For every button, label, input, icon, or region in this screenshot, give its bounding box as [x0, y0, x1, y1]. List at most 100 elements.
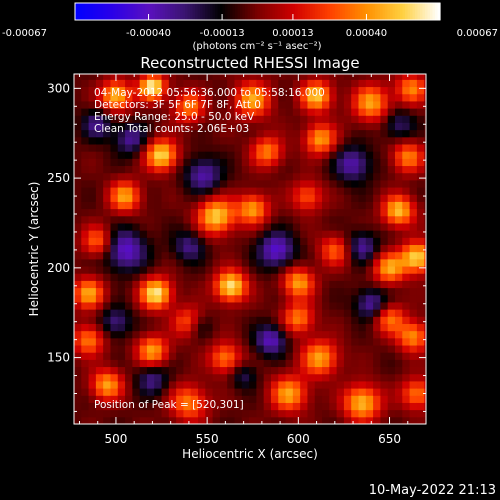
heatmap-cell	[132, 179, 141, 188]
heatmap-cell	[285, 122, 294, 131]
heatmap-cell	[103, 244, 111, 253]
heatmap-cell	[161, 179, 170, 188]
heatmap-cell	[343, 151, 352, 159]
heatmap-cell	[343, 366, 352, 375]
heatmap-cell	[380, 345, 389, 353]
heatmap-cell	[95, 230, 104, 238]
heatmap-cell	[132, 237, 141, 246]
heatmap-cell	[270, 230, 279, 238]
heatmap-cell	[176, 402, 184, 411]
heatmap-cell	[117, 179, 126, 188]
heatmap-cell	[416, 323, 425, 332]
heatmap-cell	[146, 151, 155, 159]
heatmap-cell	[343, 187, 352, 195]
heatmap-cell	[256, 194, 265, 202]
y-tick-label: 250	[47, 171, 70, 185]
heatmap-cell	[278, 165, 287, 174]
heatmap-cell	[307, 230, 316, 238]
heatmap-cell	[307, 222, 316, 231]
heatmap-cell	[161, 100, 170, 109]
heatmap-cell	[227, 86, 235, 95]
heatmap-cell	[373, 388, 381, 396]
heatmap-cell	[74, 136, 82, 145]
heatmap-cell	[380, 129, 389, 138]
heatmap-cell	[387, 316, 396, 324]
heatmap-cell	[285, 373, 294, 382]
heatmap-cell	[285, 93, 294, 102]
heatmap-cell	[219, 79, 228, 88]
heatmap-cell	[95, 294, 104, 303]
heatmap-cell	[263, 237, 272, 246]
heatmap-cell	[88, 122, 97, 131]
heatmap-cell	[307, 301, 316, 310]
heatmap-cell	[110, 79, 119, 88]
heatmap-cell	[139, 345, 148, 353]
heatmap-cell	[387, 208, 396, 217]
heatmap-cell	[234, 165, 243, 174]
heatmap-cell	[249, 215, 257, 224]
heatmap-cell	[110, 380, 119, 389]
heatmap-cell	[336, 74, 345, 80]
heatmap-cell	[263, 266, 272, 274]
heatmap	[74, 74, 426, 424]
heatmap-cell	[227, 79, 235, 88]
heatmap-cell	[81, 179, 90, 188]
heatmap-cell	[278, 380, 287, 389]
annotation-energy: Energy Range: 25.0 - 50.0 keV	[94, 111, 255, 123]
heatmap-cell	[314, 93, 323, 102]
heatmap-cell	[336, 151, 345, 159]
heatmap-cell	[278, 201, 287, 210]
heatmap-cell	[95, 187, 104, 195]
heatmap-cell	[176, 144, 184, 152]
heatmap-cell	[183, 201, 192, 210]
heatmap-cell	[300, 416, 308, 424]
heatmap-cell	[263, 359, 272, 368]
heatmap-cell	[402, 144, 411, 152]
heatmap-cell	[95, 100, 104, 109]
heatmap-cell	[336, 409, 345, 418]
heatmap-cell	[358, 237, 367, 246]
heatmap-cell	[176, 287, 184, 296]
heatmap-cell	[380, 280, 389, 289]
heatmap-cell	[270, 79, 279, 88]
heatmap-cell	[373, 273, 381, 281]
heatmap-cell	[81, 373, 90, 382]
heatmap-cell	[132, 74, 141, 80]
heatmap-cell	[424, 316, 426, 324]
heatmap-cell	[322, 337, 330, 346]
heatmap-cell	[402, 373, 411, 382]
heatmap-cell	[373, 129, 381, 138]
heatmap-cell	[365, 201, 374, 210]
heatmap-cell	[380, 93, 389, 102]
heatmap-cell	[358, 373, 367, 382]
heatmap-cell	[365, 237, 374, 246]
heatmap-cell	[373, 294, 381, 303]
heatmap-cell	[285, 79, 294, 88]
heatmap-cell	[212, 244, 221, 253]
heatmap-cell	[424, 144, 426, 152]
heatmap-cell	[176, 366, 184, 375]
heatmap-cell	[343, 352, 352, 360]
heatmap-cell	[227, 395, 235, 403]
heatmap-cell	[88, 129, 97, 138]
heatmap-cell	[394, 222, 403, 231]
heatmap-cell	[292, 287, 301, 296]
heatmap-cell	[402, 366, 411, 375]
heatmap-cell	[365, 122, 374, 131]
heatmap-cell	[227, 201, 235, 210]
heatmap-cell	[125, 230, 133, 238]
heatmap-cell	[154, 258, 163, 267]
heatmap-cell	[365, 86, 374, 95]
heatmap-cell	[256, 402, 265, 411]
heatmap-cell	[103, 115, 111, 123]
heatmap-cell	[409, 330, 418, 339]
heatmap-cell	[176, 115, 184, 123]
heatmap-cell	[402, 337, 411, 346]
heatmap-cell	[329, 273, 338, 281]
heatmap-cell	[322, 208, 330, 217]
heatmap-cell	[424, 416, 426, 424]
heatmap-cell	[343, 230, 352, 238]
heatmap-cell	[183, 179, 192, 188]
heatmap-cell	[424, 244, 426, 253]
heatmap-cell	[380, 237, 389, 246]
